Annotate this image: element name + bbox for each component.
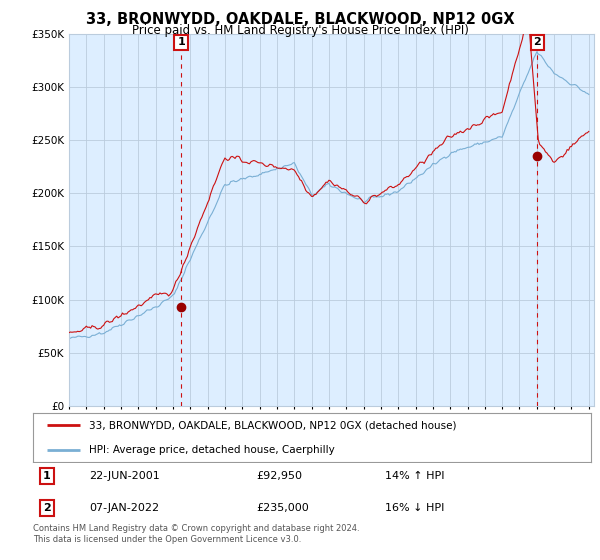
Text: Contains HM Land Registry data © Crown copyright and database right 2024.
This d: Contains HM Land Registry data © Crown c… bbox=[33, 524, 359, 544]
Text: Price paid vs. HM Land Registry's House Price Index (HPI): Price paid vs. HM Land Registry's House … bbox=[131, 24, 469, 37]
Text: 1: 1 bbox=[43, 471, 51, 481]
Text: 2: 2 bbox=[43, 503, 51, 513]
Text: 22-JUN-2001: 22-JUN-2001 bbox=[89, 471, 160, 481]
Text: 16% ↓ HPI: 16% ↓ HPI bbox=[385, 503, 444, 513]
Text: £92,950: £92,950 bbox=[256, 471, 302, 481]
Text: 14% ↑ HPI: 14% ↑ HPI bbox=[385, 471, 444, 481]
Text: HPI: Average price, detached house, Caerphilly: HPI: Average price, detached house, Caer… bbox=[89, 445, 335, 455]
Text: 07-JAN-2022: 07-JAN-2022 bbox=[89, 503, 159, 513]
Text: 1: 1 bbox=[177, 38, 185, 48]
Text: 33, BRONWYDD, OAKDALE, BLACKWOOD, NP12 0GX: 33, BRONWYDD, OAKDALE, BLACKWOOD, NP12 0… bbox=[86, 12, 514, 27]
Text: 33, BRONWYDD, OAKDALE, BLACKWOOD, NP12 0GX (detached house): 33, BRONWYDD, OAKDALE, BLACKWOOD, NP12 0… bbox=[89, 420, 457, 430]
Text: 2: 2 bbox=[533, 38, 541, 48]
Text: £235,000: £235,000 bbox=[256, 503, 309, 513]
